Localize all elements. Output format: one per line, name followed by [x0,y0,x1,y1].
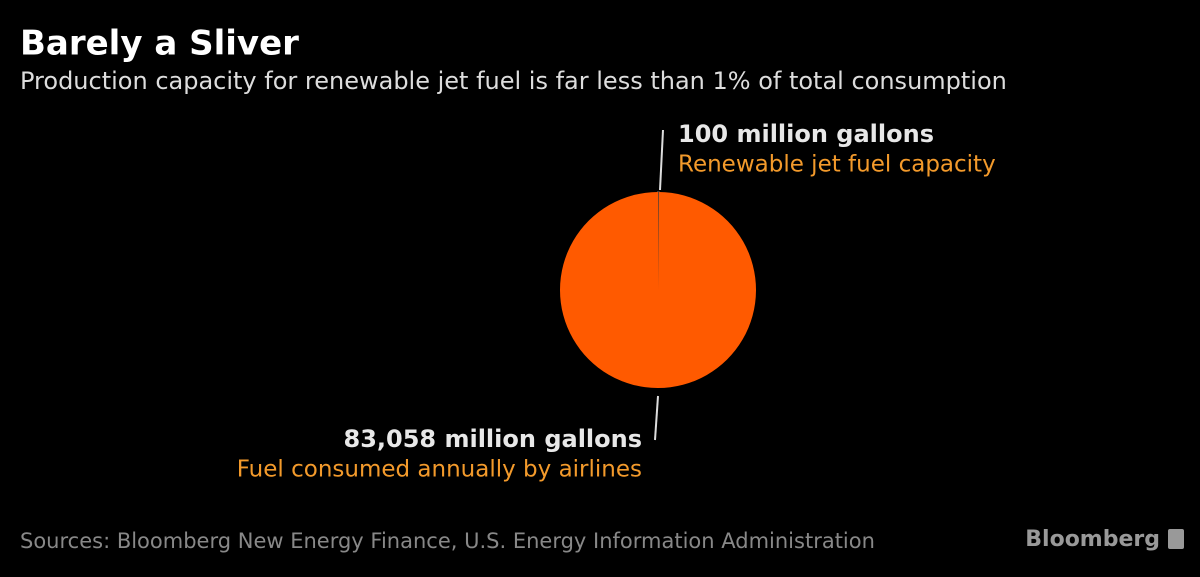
chart-title: Barely a Sliver [20,24,299,64]
value-label: 83,058 million gallons [344,425,643,453]
category-label: Fuel consumed annually by airlines [237,457,642,483]
brand: Bloomberg [1025,527,1160,552]
leader-line [654,395,659,441]
chart-subtitle: Production capacity for renewable jet fu… [20,67,1007,95]
pie-slice [560,192,757,388]
value-label: 100 million gallons [678,120,934,148]
leader-line [659,129,664,191]
brand-icon [1168,529,1184,549]
source: Sources: Bloomberg New Energy Finance, U… [20,529,875,553]
category-label: Renewable jet fuel capacity [678,152,996,178]
